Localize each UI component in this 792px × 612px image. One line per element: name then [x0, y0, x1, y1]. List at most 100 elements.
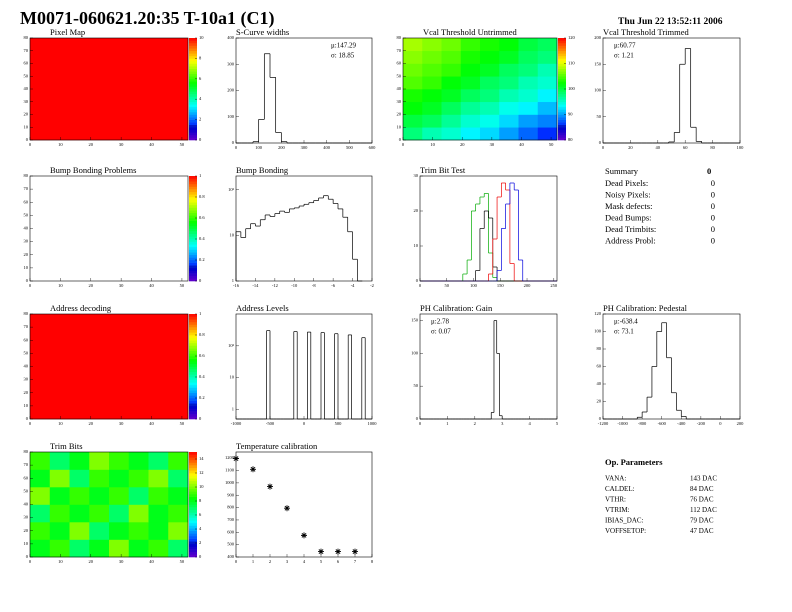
scatter-marker [318, 548, 324, 555]
colorbar-tick-label: 0.2 [199, 257, 205, 262]
x-tick-label: 30 [119, 559, 124, 564]
x-tick-label: 7 [354, 559, 357, 564]
heatmap-cell [109, 487, 130, 505]
x-tick-label: 30 [490, 142, 495, 147]
colorbar-step [189, 99, 197, 103]
x-tick-label: 40 [149, 142, 154, 147]
colorbar-step [189, 270, 197, 274]
colorbar-tick-label: 4 [199, 96, 202, 101]
x-tick-label: 0 [29, 283, 32, 288]
heatmap-cell [499, 63, 519, 77]
x-tick-label: 0 [602, 145, 605, 150]
x-tick-label: -8 [312, 283, 316, 288]
colorbar-step [189, 387, 197, 391]
panel: S-Curve widths 0 100 200 300 400 500 600 0 100 200… [227, 27, 376, 150]
op-value: 84 DAC [690, 485, 714, 493]
colorbar-step [558, 117, 566, 120]
heatmap-cell [460, 114, 481, 128]
y-tick-label: 120 [594, 311, 602, 316]
x-tick-label: -800 [638, 421, 647, 426]
y-tick-label: 20 [397, 112, 402, 117]
colorbar-tick-label: 0.6 [199, 353, 205, 358]
x-tick-label: -4 [351, 283, 355, 288]
heatmap-cell [499, 50, 519, 64]
colorbar-step [189, 273, 197, 277]
colorbar-step [189, 530, 197, 534]
x-tick-label: 300 [301, 145, 309, 150]
colorbar-step [189, 512, 197, 516]
heatmap-cell [69, 452, 90, 470]
colorbar-step [189, 316, 197, 320]
page-date: Thu Jun 22 13:52:11 2006 [618, 17, 723, 27]
colorbar-step [189, 475, 197, 479]
colorbar-step [558, 101, 566, 105]
colorbar-step [189, 127, 197, 131]
colorbar-step [189, 76, 197, 80]
x-tick-label: -12 [272, 283, 278, 288]
colorbar-step [189, 335, 197, 338]
heatmap-cell [403, 50, 423, 64]
heatmap-cell [441, 114, 462, 128]
heatmap-cell [441, 127, 462, 141]
colorbar-step [189, 176, 197, 179]
colorbar-step [189, 350, 197, 354]
y-tick-label: 0 [599, 140, 602, 145]
x-tick-label: 60 [683, 145, 688, 150]
heatmap-cell [168, 522, 189, 540]
colorbar-step [189, 499, 197, 503]
plot-frame [419, 313, 558, 420]
colorbar-tick-label: 0.4 [199, 374, 205, 379]
y-tick-label: 300 [227, 61, 235, 66]
colorbar-step [189, 111, 197, 115]
colorbar-step [189, 538, 197, 542]
summary-value: 0 [711, 201, 715, 211]
colorbar-step [189, 332, 197, 336]
colorbar-step [189, 374, 197, 378]
colorbar-tick-label: 1 [199, 173, 201, 178]
colorbar-step [189, 483, 197, 487]
colorbar-tick-label: 8 [199, 55, 202, 60]
colorbar-step [558, 119, 566, 123]
heatmap-cell [441, 101, 462, 115]
heatmap-cell [480, 38, 500, 52]
heatmap-cell [128, 452, 149, 470]
colorbar-step [189, 554, 197, 558]
heatmap-cell [518, 76, 539, 90]
x-tick-label: 50 [180, 421, 185, 426]
x-tick-label: 20 [89, 283, 94, 288]
op-parameters: Op. Parameters VANA: 143 DAC CALDEL: 84 DAC V… [605, 457, 717, 535]
op-value: 79 DAC [690, 517, 714, 525]
colorbar-step [189, 507, 197, 511]
panel-title: Temperature calibration [236, 441, 318, 451]
colorbar-step [189, 53, 197, 57]
colorbar-step [189, 265, 197, 269]
heatmap-cell [499, 114, 519, 128]
y-tick-label: 70 [24, 48, 29, 53]
y-tick-label: 800 [227, 505, 235, 510]
x-tick-label: 10 [58, 283, 63, 288]
y-tick-label: 150 [411, 318, 419, 323]
colorbar-tick-label: 100 [568, 86, 576, 91]
colorbar-tick-label: 0.6 [199, 215, 205, 220]
heatmap-cell [441, 50, 462, 64]
stats-text: μ:2.78 [431, 318, 449, 326]
stats-text: σ: 73.1 [614, 328, 634, 336]
colorbar-step [189, 252, 197, 256]
op-label: VTRIM: [605, 506, 630, 514]
colorbar-step [189, 395, 197, 399]
y-tick-label: 30 [414, 173, 419, 178]
heatmap-cell [148, 539, 169, 558]
heatmap-cell [518, 38, 539, 52]
heatmap-cell [480, 76, 500, 90]
colorbar-step [189, 231, 197, 235]
y-tick-label: 20 [414, 208, 419, 213]
heatmap-cell [30, 469, 51, 488]
panel: Temperature calibration 0 1 2 3 4 5 6 7 8 400 500 60… [225, 441, 374, 564]
y-tick-label: 60 [597, 364, 602, 369]
colorbar-step [189, 457, 197, 461]
x-tick-label: 2 [269, 559, 271, 564]
heatmap-cell [403, 114, 423, 128]
x-tick-label: 0 [719, 421, 722, 426]
summary-value: 0 [711, 235, 715, 245]
